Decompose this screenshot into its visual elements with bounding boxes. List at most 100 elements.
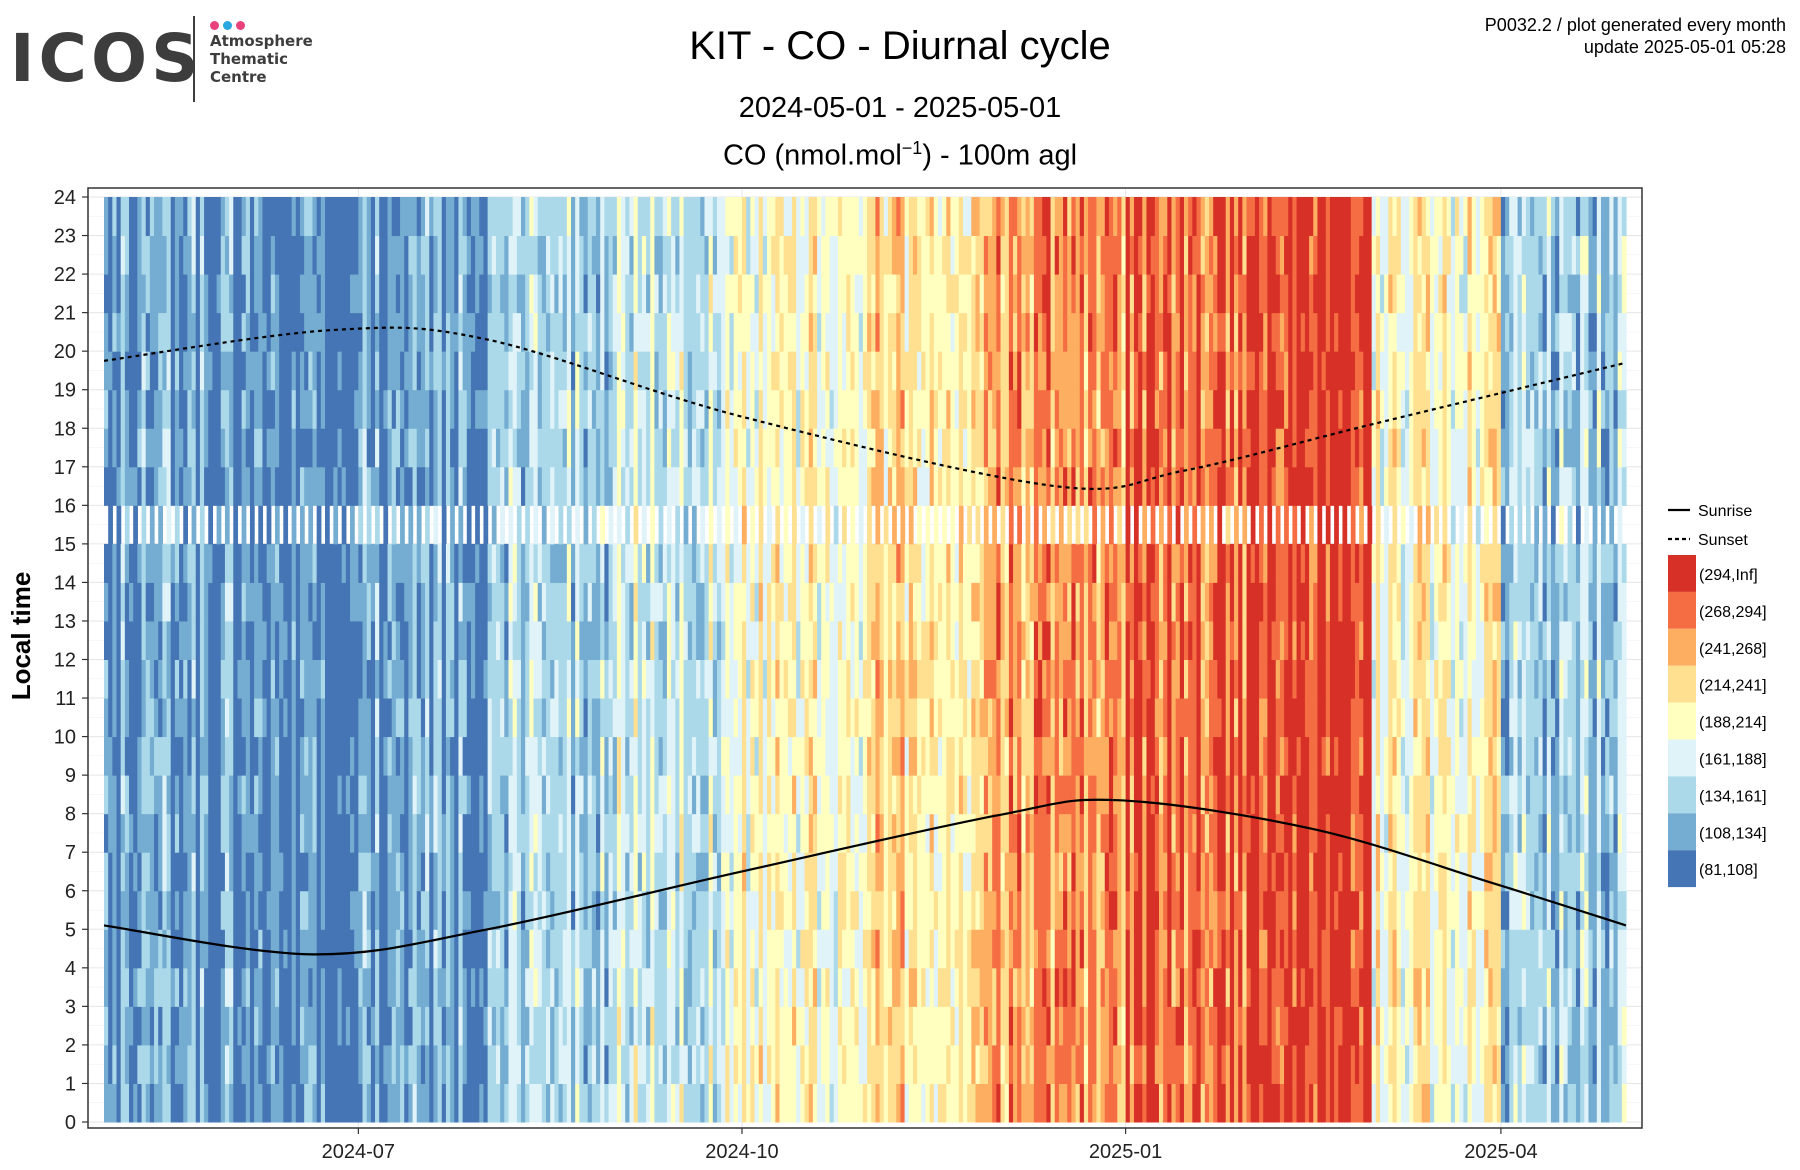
heatmap-cell [691, 775, 697, 815]
heatmap-cell [846, 428, 852, 468]
heatmap-cell [104, 389, 109, 429]
heatmap-cell [470, 929, 476, 969]
heatmap-cell [241, 582, 247, 622]
heatmap-cell [779, 1044, 785, 1084]
heatmap-cell [320, 351, 326, 391]
heatmap-cell [825, 582, 831, 622]
heatmap-cell [308, 1006, 314, 1046]
heatmap-cell [479, 698, 485, 738]
heatmap-cell [741, 543, 747, 583]
heatmap-cell [671, 312, 676, 352]
heatmap-cell [750, 274, 756, 314]
heatmap-cell [108, 775, 113, 815]
heatmap-cell [733, 312, 739, 352]
heatmap-cell [487, 1044, 493, 1084]
heatmap-cell [892, 505, 897, 545]
heatmap-cell [962, 235, 968, 275]
heatmap-cell [362, 235, 368, 275]
heatmap-cell [800, 813, 806, 853]
heatmap-cell [762, 659, 768, 699]
heatmap-cell [650, 389, 656, 429]
heatmap-cell [583, 505, 589, 545]
heatmap-cell [896, 1044, 902, 1084]
heatmap-cell [287, 197, 293, 237]
heatmap-cell [116, 775, 122, 815]
heatmap-cell [149, 659, 155, 699]
heatmap-cell [862, 929, 868, 969]
heatmap-cell [425, 428, 430, 468]
heatmap-cell [900, 659, 906, 699]
heatmap-cell [329, 351, 334, 391]
heatmap-cell [454, 1044, 460, 1084]
heatmap-cell [433, 929, 439, 969]
heatmap-cell [946, 543, 952, 583]
heatmap-cell [937, 389, 943, 429]
heatmap-cell [245, 775, 251, 815]
heatmap-cell [445, 389, 451, 429]
heatmap-cell [729, 197, 735, 237]
heatmap-cell [971, 813, 977, 853]
heatmap-cell [366, 505, 372, 545]
heatmap-cell [537, 1044, 543, 1084]
heatmap-cell [687, 582, 693, 622]
heatmap-cell [141, 698, 147, 738]
heatmap-cell [808, 543, 814, 583]
heatmap-cell [470, 852, 476, 892]
heatmap-cell [254, 351, 259, 391]
heatmap-cell [441, 235, 447, 275]
heatmap-cell [583, 736, 589, 776]
heatmap-cell [679, 1044, 685, 1084]
heatmap-cell [533, 274, 539, 314]
heatmap-cell [229, 312, 234, 352]
heatmap-cell [416, 813, 422, 853]
heatmap-cell [746, 852, 751, 892]
heatmap-cell [541, 428, 547, 468]
heatmap-cell [912, 929, 918, 969]
heatmap-cell [546, 1006, 551, 1046]
heatmap-cell [704, 698, 710, 738]
heatmap-cell [450, 659, 455, 699]
heatmap-cell [162, 775, 168, 815]
heatmap-cell [299, 1006, 305, 1046]
heatmap-cell [833, 582, 839, 622]
heatmap-cell [466, 967, 472, 1007]
heatmap-cell [249, 890, 255, 930]
heatmap-cell [299, 852, 305, 892]
heatmap-cell [658, 736, 664, 776]
heatmap-cell [641, 351, 647, 391]
heatmap-cell [395, 813, 401, 853]
heatmap-cell [325, 659, 330, 699]
heatmap-cell [258, 736, 264, 776]
heatmap-cell [792, 929, 797, 969]
heatmap-cell [391, 428, 397, 468]
heatmap-cell [383, 351, 389, 391]
heatmap-cell [262, 582, 268, 622]
heatmap-cell [600, 698, 605, 738]
heatmap-cell [350, 197, 355, 237]
heatmap-cell [566, 736, 572, 776]
heatmap-cell [212, 852, 218, 892]
heatmap-cell [529, 813, 535, 853]
heatmap-cell [896, 929, 902, 969]
heatmap-cell [575, 620, 580, 660]
heatmap-cell [716, 1044, 722, 1084]
heatmap-cell [691, 620, 697, 660]
heatmap-cell [354, 351, 359, 391]
heatmap-cell [708, 852, 714, 892]
heatmap-cell [162, 466, 168, 506]
heatmap-cell [154, 1083, 159, 1123]
heatmap-cell [141, 1083, 147, 1123]
heatmap-cell [954, 312, 960, 352]
heatmap-cell [716, 620, 722, 660]
heatmap-cell [616, 620, 622, 660]
heatmap-cell [917, 852, 922, 892]
heatmap-cell [312, 852, 318, 892]
heatmap-cell [304, 659, 309, 699]
heatmap-cell [408, 698, 414, 738]
heatmap-cell [500, 505, 505, 545]
heatmap-cell [354, 466, 359, 506]
heatmap-cell [925, 389, 931, 429]
heatmap-cell [133, 1006, 138, 1046]
heatmap-cell [329, 890, 334, 930]
heatmap-cell [879, 620, 885, 660]
